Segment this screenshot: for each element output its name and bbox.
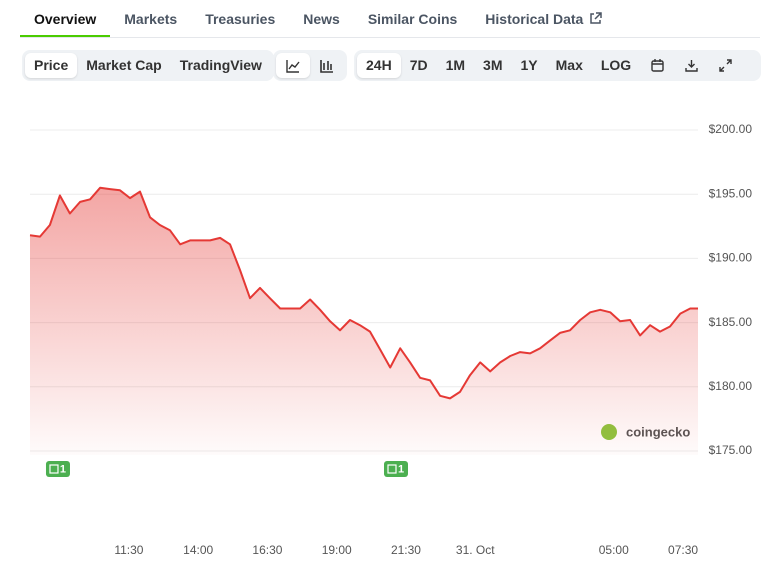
view-button[interactable]: Price [25,53,78,78]
line-chart-button[interactable] [276,53,310,78]
icon [651,59,664,72]
range-button[interactable]: 24H [357,53,401,78]
x-tick-label: 19:00 [322,543,352,557]
icon [286,59,300,73]
x-tick-label: 07:30 [668,543,698,557]
tab[interactable]: Markets [124,11,178,27]
y-tick-label: $195.00 [709,186,753,200]
range-button[interactable]: 1M [445,57,466,73]
tab-label: Historical Data [485,10,584,27]
y-tick-label: $200.00 [709,122,753,136]
tab-bar: Overview Markets Treasuries News Similar… [20,0,760,38]
icon [685,60,698,72]
badge-icon [387,464,397,474]
icon [719,59,732,72]
y-tick-label: $180.00 [709,379,753,393]
event-badge: 1 [45,461,70,477]
tab[interactable]: Treasuries [205,11,276,27]
type-group [273,50,347,81]
badge-text: 1 [60,463,66,475]
price-line [29,186,698,400]
range-button[interactable]: 1Y [520,57,538,73]
candle-chart-button[interactable] [310,53,344,78]
event-badge: 1 [384,461,409,477]
x-tick-label: 14:00 [183,543,213,557]
icon [320,59,333,73]
download-button[interactable] [674,53,708,78]
view-button[interactable]: TradingView [179,57,262,73]
tab[interactable]: Historical Data [471,0,616,37]
x-tick-label: 21:30 [391,543,421,557]
x-tick-label: 11:30 [114,543,143,557]
badge-text: 1 [398,463,404,475]
fullscreen-button[interactable] [708,53,742,78]
range-button[interactable]: 3M [483,57,503,73]
tab[interactable]: Overview [20,0,111,37]
x-tick-label: 31. Oct [456,543,495,557]
range-button[interactable]: Max [555,57,583,73]
badge-icon [49,464,59,474]
x-tick-label: 05:00 [599,543,629,557]
range-button[interactable]: LOG [600,57,632,73]
area-fill [30,187,698,456]
calendar-button[interactable] [640,53,674,78]
y-tick-label: $175.00 [709,443,753,457]
tab[interactable]: News [303,11,340,27]
y-tick-label: $190.00 [709,251,753,265]
view-group: Price Market Cap TradingView [22,50,274,81]
x-tick-label: 16:30 [252,543,282,557]
range-group: 24H 7D 1M 3M 1Y Max LOG [354,50,761,81]
external-link-icon [590,12,603,24]
y-tick-label: $185.00 [709,315,753,329]
tab[interactable]: Similar Coins [367,11,458,27]
view-button[interactable]: Market Cap [86,57,162,73]
range-button[interactable]: 7D [409,57,428,73]
